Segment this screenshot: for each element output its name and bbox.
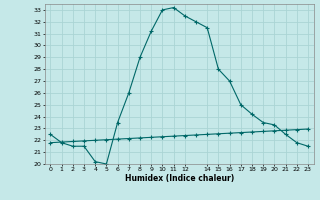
X-axis label: Humidex (Indice chaleur): Humidex (Indice chaleur) bbox=[124, 174, 234, 183]
